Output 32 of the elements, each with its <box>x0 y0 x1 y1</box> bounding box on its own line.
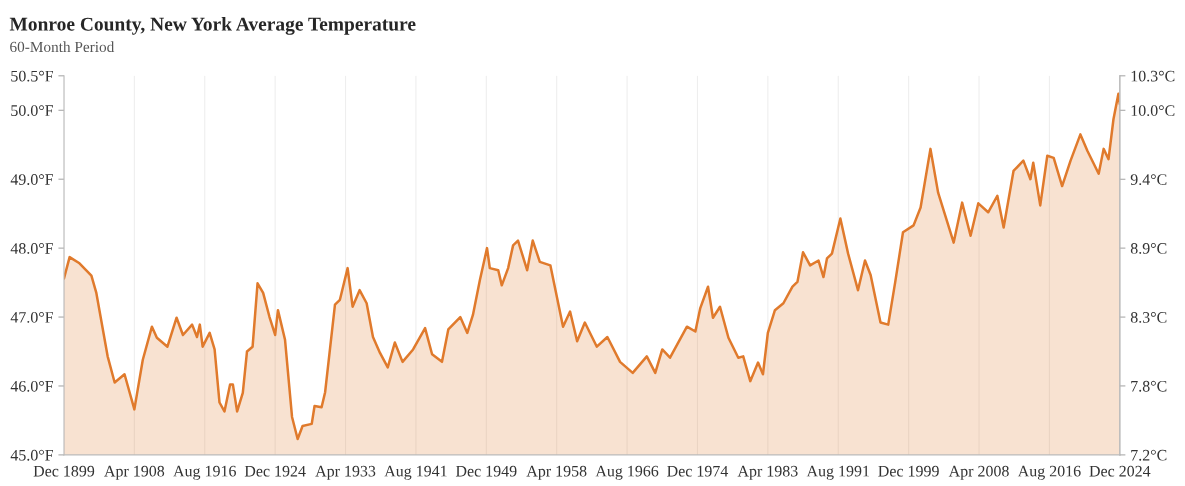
y-tick-label: 49.0°F <box>10 174 53 185</box>
x-tick-label: Apr 1983 <box>737 465 798 480</box>
y-tick-label: 46.0°F <box>10 380 53 392</box>
y-tick-label: 45.0°F <box>10 449 53 461</box>
x-tick-label: Dec 1974 <box>667 465 729 477</box>
y-tick-label: 50.5°F <box>11 70 53 82</box>
y2-tick-label: 8.9°C <box>1130 243 1167 254</box>
y2-tick-label: 7.2°C <box>1131 449 1167 461</box>
y-tick-label: 48.0°F <box>10 243 53 254</box>
y-tick-label: 50.0°F <box>11 105 53 117</box>
chart-title: Monroe County, New York Average Temperature <box>9 17 416 35</box>
x-tick-label: Apr 2008 <box>948 465 1009 480</box>
x-tick-label: Dec 2024 <box>1089 465 1151 477</box>
x-tick-label: Aug 1941 <box>384 465 447 480</box>
x-tick-label: Aug 1916 <box>173 465 236 480</box>
x-tick-label: Dec 1899 <box>33 465 95 477</box>
y2-tick-label: 7.8°C <box>1131 380 1167 392</box>
chart-subtitle: 60-Month Period <box>10 41 115 53</box>
x-tick-label: Dec 1924 <box>244 465 306 477</box>
y2-tick-label: 10.3°C <box>1131 70 1175 82</box>
y-tick-label: 47.0°F <box>10 311 53 323</box>
x-tick-label: Apr 1908 <box>104 465 165 480</box>
x-tick-label: Aug 1991 <box>806 465 870 480</box>
x-tick-label: Aug 2016 <box>1017 465 1081 480</box>
x-tick-label: Aug 1966 <box>595 465 659 480</box>
x-tick-label: Dec 1949 <box>455 465 517 477</box>
y2-tick-label: 8.3°C <box>1130 312 1167 323</box>
y2-tick-label: 9.4°C <box>1130 174 1167 186</box>
x-tick-label: Apr 1933 <box>315 465 376 480</box>
x-tick-label: Apr 1958 <box>526 465 587 480</box>
y2-tick-label: 10.0°C <box>1131 105 1175 117</box>
x-tick-label: Dec 1999 <box>878 465 939 477</box>
